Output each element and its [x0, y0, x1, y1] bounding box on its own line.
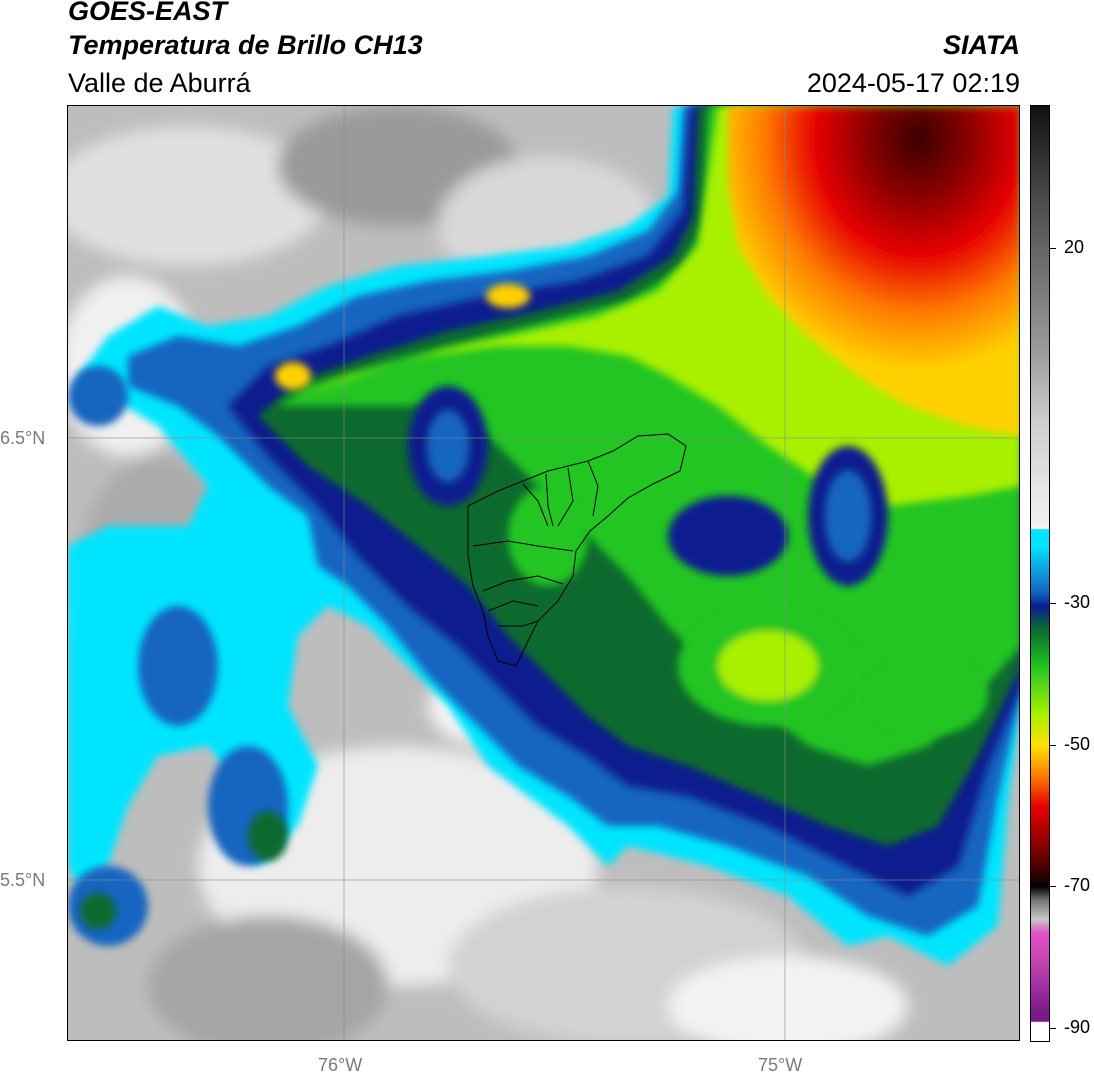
- satellite-map[interactable]: [67, 105, 1020, 1041]
- cloud-hot-region: [728, 106, 1019, 436]
- region-label: Valle de Aburrá: [68, 68, 251, 98]
- product-title: Temperatura de Brillo CH13: [68, 30, 423, 60]
- lon-label-76: 76°W: [318, 1055, 363, 1075]
- colorbar-tick: [1050, 745, 1056, 746]
- colorbar-label-minus90: -90: [1064, 1017, 1091, 1037]
- colorbar-label-minus50: -50: [1064, 734, 1091, 754]
- municipality-boundaries: [467, 433, 687, 667]
- cloud-cells: [80, 284, 988, 929]
- colorbar-tick: [1050, 1028, 1056, 1029]
- valle-boundary: [467, 433, 687, 667]
- grid-lines: [68, 106, 1019, 1040]
- colorbar-label-minus30: -30: [1064, 592, 1091, 612]
- lat-label-6-5: 6.5°N: [0, 428, 46, 448]
- lon-label-75: 75°W: [758, 1055, 803, 1075]
- organization-label: SIATA: [943, 30, 1020, 60]
- colorbar-label-20: 20: [1064, 237, 1085, 257]
- colorbar-tick: [1050, 603, 1056, 604]
- colorbar-tick: [1050, 248, 1056, 249]
- colorbar-tick: [1050, 886, 1056, 887]
- colorbar: [1030, 105, 1050, 1042]
- colorbar-label-minus70: -70: [1064, 875, 1091, 895]
- timestamp-label: 2024-05-17 02:19: [806, 68, 1020, 98]
- lat-label-5-5: 5.5°N: [0, 870, 46, 890]
- satellite-title: GOES-EAST: [68, 0, 228, 26]
